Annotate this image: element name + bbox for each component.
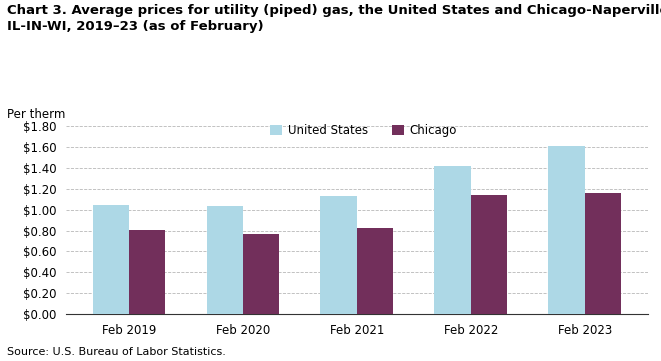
Text: Source: U.S. Bureau of Labor Statistics.: Source: U.S. Bureau of Labor Statistics. bbox=[7, 347, 225, 357]
Bar bbox=[129, 230, 165, 314]
Legend: United States, Chicago: United States, Chicago bbox=[266, 119, 461, 142]
Bar bbox=[243, 234, 280, 314]
Bar bbox=[206, 206, 243, 314]
Text: Per therm: Per therm bbox=[7, 108, 65, 121]
Bar bbox=[357, 227, 393, 314]
Bar bbox=[585, 193, 621, 314]
Bar bbox=[471, 195, 508, 314]
Bar bbox=[434, 166, 471, 314]
Bar bbox=[93, 205, 129, 314]
Bar bbox=[549, 146, 585, 314]
Bar bbox=[321, 196, 357, 314]
Text: Chart 3. Average prices for utility (piped) gas, the United States and Chicago-N: Chart 3. Average prices for utility (pip… bbox=[7, 4, 661, 32]
